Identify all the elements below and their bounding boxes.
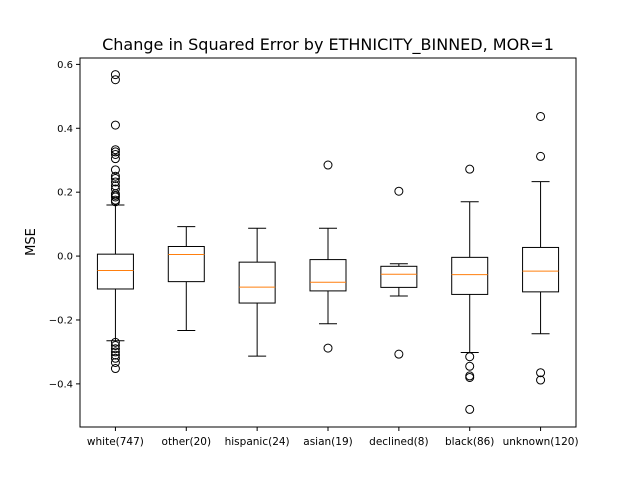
box-iqr bbox=[380, 265, 418, 288]
outlier-point bbox=[465, 164, 475, 174]
box-iqr bbox=[522, 246, 560, 293]
y-tick-label: −0.2 bbox=[49, 315, 73, 326]
x-tick-label: asian(19) bbox=[303, 436, 352, 448]
box-iqr bbox=[451, 256, 489, 295]
box-iqr bbox=[238, 261, 276, 304]
outlier-point bbox=[110, 171, 120, 181]
outlier-point bbox=[465, 352, 475, 362]
box-iqr bbox=[309, 259, 347, 292]
box-iqr bbox=[96, 253, 134, 290]
outlier-point bbox=[110, 165, 120, 175]
outlier-point bbox=[110, 347, 120, 357]
outlier-point bbox=[465, 404, 475, 414]
outlier-point bbox=[110, 350, 120, 360]
outlier-point bbox=[110, 70, 120, 80]
outlier-point bbox=[110, 364, 120, 374]
outlier-point bbox=[110, 353, 120, 363]
y-tick-label: −0.4 bbox=[49, 379, 73, 390]
outlier-point bbox=[110, 120, 120, 130]
outlier-point bbox=[110, 337, 120, 347]
axes-frame bbox=[79, 57, 577, 428]
outlier-point bbox=[323, 160, 333, 170]
outlier-point bbox=[110, 149, 120, 159]
outlier-point bbox=[110, 341, 120, 351]
outlier-point bbox=[110, 147, 120, 157]
y-tick-label: 0.0 bbox=[57, 252, 73, 263]
outlier-point bbox=[110, 145, 120, 155]
y-tick-label: 0.2 bbox=[57, 188, 73, 199]
y-axis-label: MSE bbox=[24, 228, 39, 256]
outlier-point bbox=[394, 186, 404, 196]
outlier-point bbox=[110, 197, 120, 207]
outlier-point bbox=[110, 173, 120, 183]
box-iqr bbox=[167, 245, 205, 283]
outlier-point bbox=[536, 111, 546, 121]
plot-area: −0.4 −0.2 0.0 0.2 0.4 0.6 white(747) other(20) h… bbox=[49, 60, 579, 448]
outlier-point bbox=[110, 75, 120, 85]
outlier-point bbox=[110, 357, 120, 367]
y-tick-label: 0.6 bbox=[57, 60, 73, 71]
x-tick-label: unknown(120) bbox=[503, 436, 579, 448]
outlier-point bbox=[465, 361, 475, 371]
outlier-point bbox=[536, 368, 546, 378]
outlier-point bbox=[110, 177, 120, 187]
outlier-point bbox=[110, 344, 120, 354]
x-tick-label: hispanic(24) bbox=[225, 436, 290, 448]
outlier-point bbox=[536, 151, 546, 161]
x-tick-label: white(747) bbox=[87, 436, 144, 448]
outlier-point bbox=[536, 375, 546, 385]
outlier-point bbox=[323, 343, 333, 353]
outlier-point bbox=[110, 192, 120, 202]
x-tick-label: other(20) bbox=[162, 436, 212, 448]
x-tick-label: black(86) bbox=[445, 436, 494, 448]
chart-title: Change in Squared Error by ETHNICITY_BIN… bbox=[102, 35, 554, 55]
outlier-point bbox=[465, 372, 475, 382]
outlier-point bbox=[110, 154, 120, 164]
outlier-point bbox=[394, 349, 404, 359]
y-tick-label: 0.4 bbox=[57, 124, 73, 135]
x-tick-label: declined(8) bbox=[369, 436, 428, 448]
